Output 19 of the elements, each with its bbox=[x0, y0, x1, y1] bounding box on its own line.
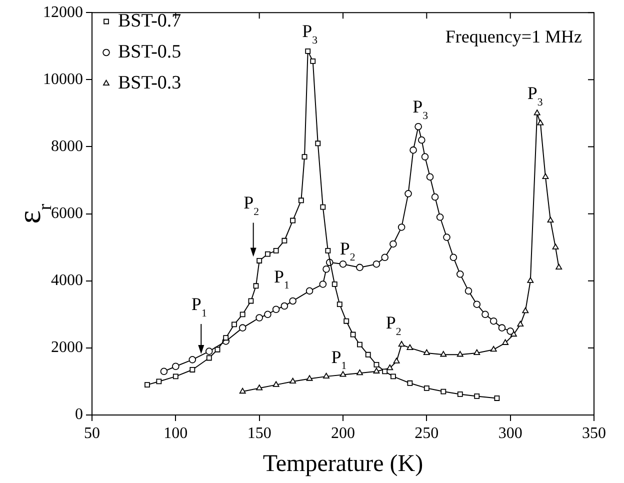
x-tick-label: 100 bbox=[164, 424, 188, 442]
x-tick-label: 50 bbox=[84, 424, 100, 442]
legend-label: BST-0.7 bbox=[118, 10, 182, 32]
x-tick-label: 250 bbox=[414, 424, 439, 442]
x-tick-label: 350 bbox=[582, 424, 606, 442]
y-tick-label: 10000 bbox=[43, 70, 83, 88]
x-tick-label: 200 bbox=[331, 424, 355, 442]
y-tick-label: 0 bbox=[75, 406, 83, 424]
legend-label: BST-0.3 bbox=[118, 72, 182, 94]
legend-label: BST-0.5 bbox=[118, 41, 182, 62]
x-tick-label: 150 bbox=[247, 424, 272, 442]
y-tick-label: 6000 bbox=[51, 205, 83, 222]
x-tick-label: 300 bbox=[498, 424, 522, 442]
y-tick-label: 2000 bbox=[51, 339, 83, 356]
x-axis-title: Temperature (K) bbox=[262, 450, 424, 477]
y-tick-label: 12000 bbox=[43, 4, 83, 21]
y-tick-label: 8000 bbox=[51, 138, 83, 155]
annotation: Frequency=1 MHz bbox=[445, 26, 582, 47]
y-tick-label: 4000 bbox=[51, 272, 83, 290]
